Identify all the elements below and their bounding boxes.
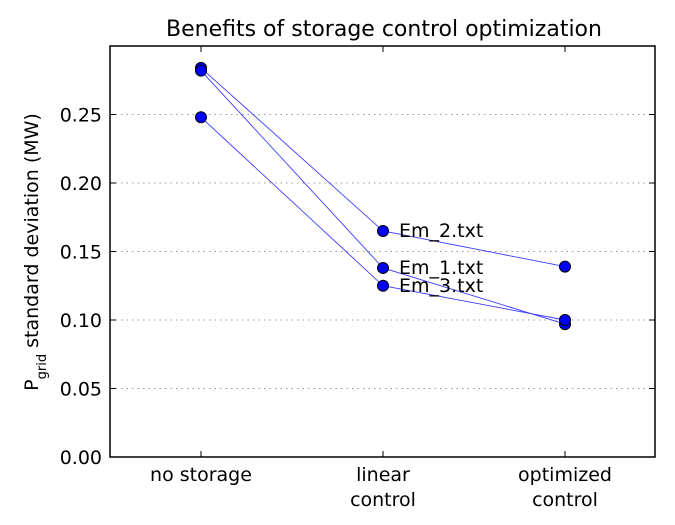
x-tick-label: no storage <box>150 464 252 486</box>
chart-title: Benefits of storage control optimization <box>166 17 602 42</box>
x-tick-label-line: optimized <box>518 464 612 486</box>
y-tick-label: 0.05 <box>60 379 102 401</box>
y-tick-label: 0.15 <box>60 242 102 264</box>
grid-lines <box>110 114 655 389</box>
y-tick-label: 0.10 <box>60 310 102 332</box>
series-name-label: Em_2.txt <box>399 220 483 242</box>
y-axis-ticks: 0.00 0.05 0.10 0.15 0.20 0.25 <box>60 105 655 469</box>
data-point <box>559 260 571 273</box>
data-point <box>195 64 207 77</box>
x-tick-label-line: linear <box>356 464 410 486</box>
data-point <box>559 314 571 326</box>
y-axis-label-main: P <box>21 379 43 390</box>
plot-frame <box>109 45 656 458</box>
series-name-label: Em_3.txt <box>399 275 483 297</box>
data-point <box>377 261 389 274</box>
data-point <box>377 224 389 237</box>
x-tick-label-line: control <box>532 489 598 511</box>
y-axis-label: Pgrid standard deviation (MW) <box>21 113 50 391</box>
y-axis-label-sub: grid <box>35 354 50 379</box>
y-tick-label: 0.25 <box>60 105 102 127</box>
x-tick-label-line: control <box>350 489 416 511</box>
x-tick-label: linear control <box>350 464 416 511</box>
y-axis-label-rest: standard deviation (MW) <box>21 113 43 354</box>
y-tick-label: 0.00 <box>60 447 102 469</box>
x-axis-ticks: no storage linear control optimized control <box>150 46 612 511</box>
y-tick-label: 0.20 <box>60 173 102 195</box>
x-tick-label: optimized control <box>518 464 612 511</box>
x-tick-label-line: no storage <box>150 464 252 486</box>
series-name-label: Em_1.txt <box>399 257 483 279</box>
data-points <box>195 61 571 331</box>
data-point <box>195 111 207 124</box>
data-point <box>377 279 389 292</box>
